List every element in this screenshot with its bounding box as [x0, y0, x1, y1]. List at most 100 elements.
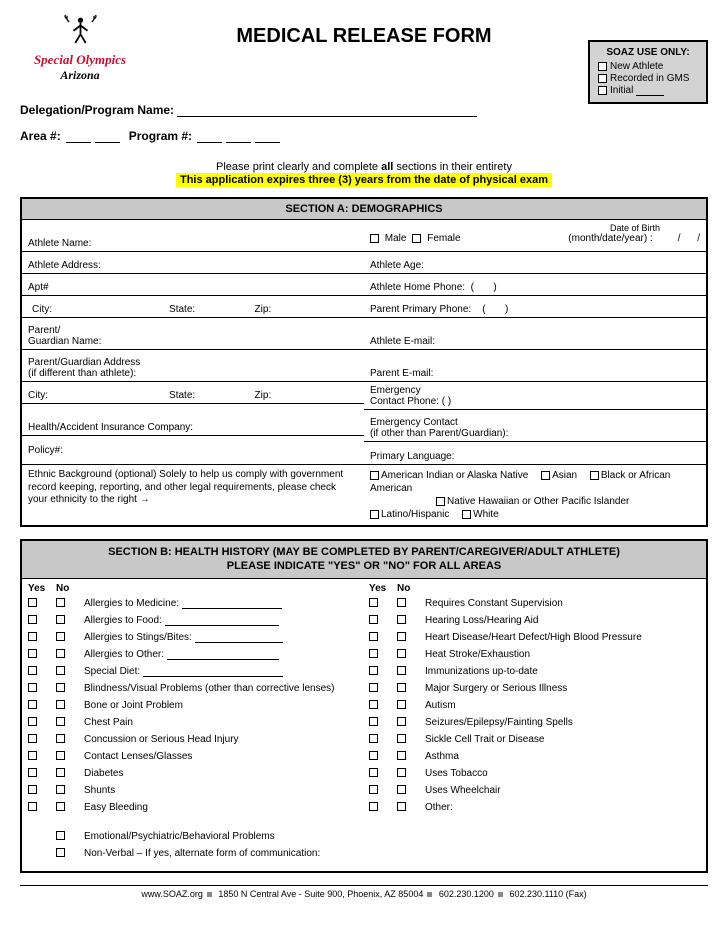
area-input-1[interactable] — [66, 142, 91, 143]
checkbox-yes[interactable] — [28, 717, 37, 726]
checkbox-yes[interactable] — [28, 632, 37, 641]
field-insurance[interactable]: Health/Accident Insurance Company: — [22, 404, 364, 436]
separator-icon — [207, 892, 212, 897]
checkbox-no[interactable] — [56, 785, 65, 794]
checkbox-yes[interactable] — [369, 649, 378, 658]
field-guardian-address[interactable]: Parent/Guardian Address (if different th… — [22, 350, 364, 382]
checkbox-no[interactable] — [56, 700, 65, 709]
checkbox-yes[interactable] — [28, 768, 37, 777]
fill-line[interactable] — [165, 625, 279, 626]
checkbox-no[interactable] — [56, 751, 65, 760]
checkbox-eth-4[interactable] — [436, 497, 445, 506]
field-policy[interactable]: Policy#: — [22, 436, 364, 458]
checkbox-female[interactable] — [412, 234, 421, 243]
checkbox-no[interactable] — [397, 632, 406, 641]
delegation-name-input[interactable] — [177, 116, 477, 117]
checkbox-yes[interactable] — [369, 802, 378, 811]
checkbox-male[interactable] — [370, 234, 379, 243]
checkbox-eth-3[interactable] — [590, 471, 599, 480]
checkbox-no[interactable] — [56, 848, 65, 857]
checkbox-no[interactable] — [397, 649, 406, 658]
checkbox-eth-6[interactable] — [462, 510, 471, 519]
checkbox-yes[interactable] — [369, 785, 378, 794]
fill-line[interactable] — [167, 659, 279, 660]
checkbox-no[interactable] — [56, 717, 65, 726]
checkbox-yes[interactable] — [28, 683, 37, 692]
fill-line[interactable] — [195, 642, 283, 643]
checkbox-eth-5[interactable] — [370, 510, 379, 519]
field-home-phone[interactable]: Athlete Home Phone: ( ) — [364, 274, 706, 296]
checkbox-no[interactable] — [397, 734, 406, 743]
checkbox-no[interactable] — [397, 717, 406, 726]
checkbox-icon[interactable] — [598, 86, 607, 95]
checkbox-icon[interactable] — [598, 62, 607, 71]
field-guardian-name[interactable]: Parent/ Guardian Name: — [22, 318, 364, 350]
field-city-state-zip[interactable]: City: State: Zip: — [22, 296, 364, 318]
checkbox-no[interactable] — [397, 768, 406, 777]
field-athlete-name[interactable]: Athlete Name: — [22, 220, 364, 252]
checkbox-no[interactable] — [56, 734, 65, 743]
checkbox-yes[interactable] — [28, 666, 37, 675]
checkbox-no[interactable] — [56, 649, 65, 658]
checkbox-no[interactable] — [56, 768, 65, 777]
checkbox-yes[interactable] — [369, 768, 378, 777]
checkbox-no[interactable] — [56, 802, 65, 811]
checkbox-no[interactable] — [397, 615, 406, 624]
checkbox-yes[interactable] — [369, 734, 378, 743]
checkbox-no[interactable] — [56, 831, 65, 840]
checkbox-yes[interactable] — [369, 615, 378, 624]
field-athlete-address[interactable]: Athlete Address: — [22, 252, 364, 274]
soaz-heading: SOAZ USE ONLY: — [598, 47, 698, 58]
checkbox-no[interactable] — [397, 802, 406, 811]
checkbox-no[interactable] — [397, 683, 406, 692]
checkbox-yes[interactable] — [28, 802, 37, 811]
health-row: Uses Tobacco — [369, 766, 700, 781]
checkbox-no[interactable] — [397, 598, 406, 607]
program-input-2[interactable] — [226, 142, 251, 143]
checkbox-no[interactable] — [397, 700, 406, 709]
checkbox-eth-1[interactable] — [370, 471, 379, 480]
field-emerg-phone[interactable]: Emergency Contact Phone: ( ) — [364, 382, 706, 410]
checkbox-no[interactable] — [56, 666, 65, 675]
checkbox-yes[interactable] — [369, 632, 378, 641]
health-item-label: Easy Bleeding — [84, 802, 359, 813]
checkbox-yes[interactable] — [28, 615, 37, 624]
field-city-state-zip-2[interactable]: City: State: Zip: — [22, 382, 364, 404]
checkbox-yes[interactable] — [369, 598, 378, 607]
field-parent-phone[interactable]: Parent Primary Phone: ( ) — [364, 296, 706, 318]
field-gender-dob[interactable]: Date of Birth Male Female (month/date/ye… — [364, 220, 706, 252]
checkbox-yes[interactable] — [28, 598, 37, 607]
checkbox-no[interactable] — [56, 598, 65, 607]
fill-line[interactable] — [182, 608, 282, 609]
checkbox-yes[interactable] — [28, 700, 37, 709]
field-primary-lang[interactable]: Primary Language: — [364, 442, 706, 464]
checkbox-icon[interactable] — [598, 74, 607, 83]
checkbox-no[interactable] — [56, 683, 65, 692]
checkbox-no[interactable] — [56, 615, 65, 624]
checkbox-yes[interactable] — [28, 751, 37, 760]
checkbox-yes[interactable] — [28, 734, 37, 743]
initial-line[interactable] — [636, 95, 664, 96]
checkbox-yes[interactable] — [369, 666, 378, 675]
field-athlete-age[interactable]: Athlete Age: — [364, 252, 706, 274]
checkbox-yes[interactable] — [369, 700, 378, 709]
checkbox-eth-2[interactable] — [541, 471, 550, 480]
checkbox-yes[interactable] — [369, 751, 378, 760]
program-input-1[interactable] — [197, 142, 222, 143]
checkbox-no[interactable] — [56, 632, 65, 641]
field-emerg-contact[interactable]: Emergency Contact (if other than Parent/… — [364, 410, 706, 442]
field-athlete-email[interactable]: Athlete E-mail: — [364, 318, 706, 350]
checkbox-yes[interactable] — [369, 683, 378, 692]
area-input-2[interactable] — [95, 142, 120, 143]
program-input-3[interactable] — [255, 142, 280, 143]
checkbox-yes[interactable] — [369, 717, 378, 726]
fill-line[interactable] — [143, 676, 283, 677]
field-apt[interactable]: Apt# — [22, 274, 364, 296]
checkbox-yes[interactable] — [28, 785, 37, 794]
health-row: Allergies to Stings/Bites: — [28, 630, 359, 645]
checkbox-no[interactable] — [397, 785, 406, 794]
field-parent-email[interactable]: Parent E-mail: — [364, 350, 706, 382]
checkbox-no[interactable] — [397, 751, 406, 760]
checkbox-yes[interactable] — [28, 649, 37, 658]
checkbox-no[interactable] — [397, 666, 406, 675]
